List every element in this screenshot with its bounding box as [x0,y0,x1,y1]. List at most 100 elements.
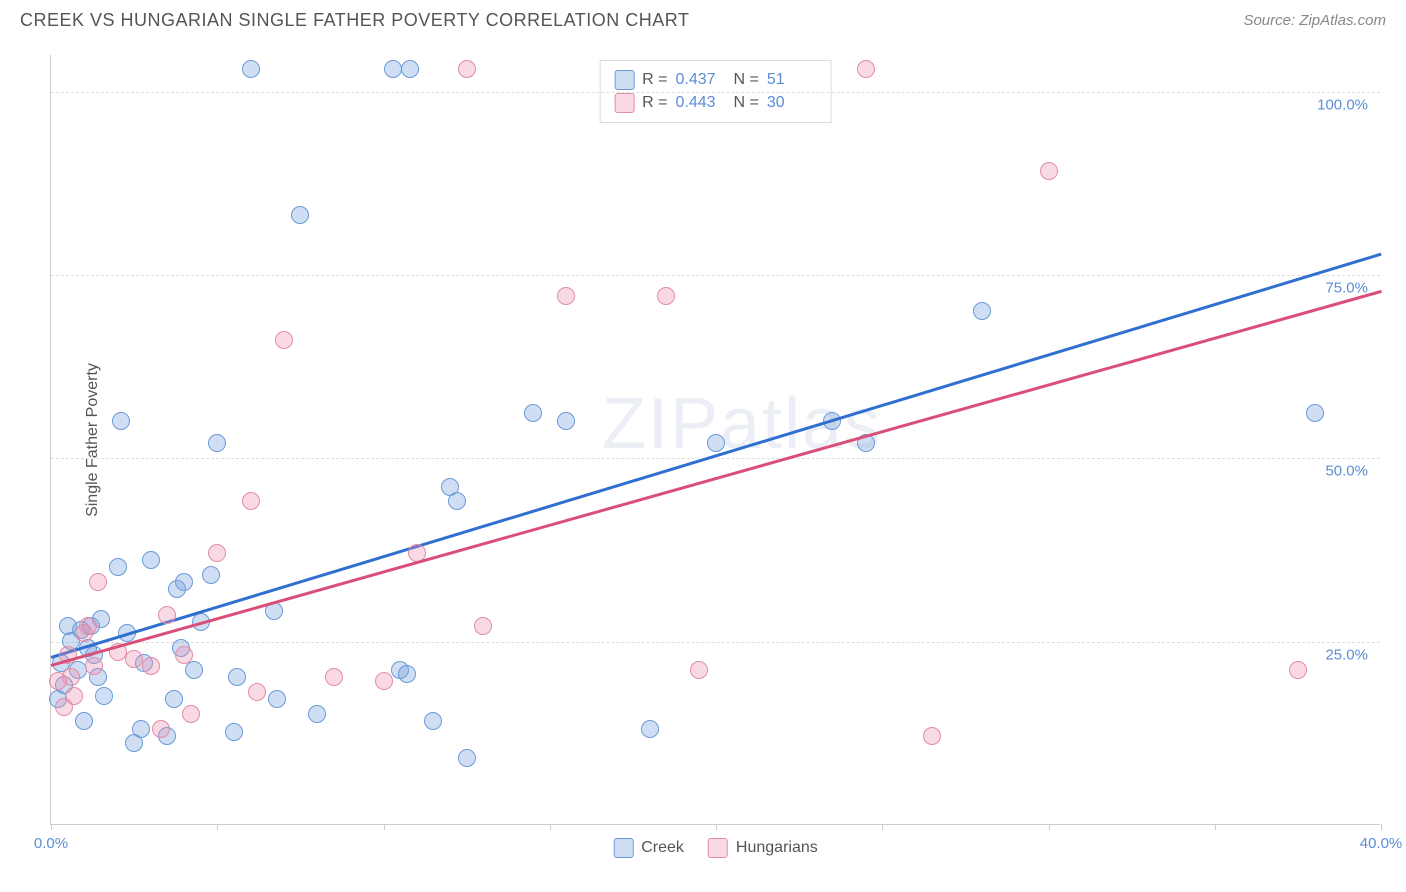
data-point [132,720,150,738]
data-point [202,566,220,584]
gridline [51,642,1380,643]
data-point [152,720,170,738]
data-point [308,705,326,723]
legend-item-hungarians: Hungarians [708,838,818,858]
data-point [375,672,393,690]
legend-label-creek: Creek [641,839,684,857]
data-point [225,723,243,741]
data-point [275,331,293,349]
x-tick [1215,824,1216,830]
y-axis-label: Single Father Poverty [84,363,102,517]
series-legend: Creek Hungarians [613,838,818,858]
scatter-chart: Single Father Poverty ZIPatlas R = 0.437… [50,55,1380,825]
x-tick [882,824,883,830]
data-point [208,544,226,562]
data-point [142,551,160,569]
legend-label-hungarians: Hungarians [736,839,818,857]
r-value-hungarians: 0.443 [676,94,726,112]
data-point [125,650,143,668]
data-point [268,690,286,708]
data-point [657,287,675,305]
data-point [109,558,127,576]
data-point [1040,162,1058,180]
chart-header: CREEK VS HUNGARIAN SINGLE FATHER POVERTY… [0,0,1406,36]
y-tick-label: 100.0% [1317,96,1368,113]
data-point [557,287,575,305]
data-point [384,60,402,78]
data-point [112,412,130,430]
y-tick-label: 75.0% [1325,280,1368,297]
data-point [325,668,343,686]
data-point [95,687,113,705]
x-tick [1049,824,1050,830]
data-point [185,661,203,679]
data-point [973,302,991,320]
gridline [51,275,1380,276]
data-point [448,492,466,510]
data-point [182,705,200,723]
data-point [707,434,725,452]
data-point [424,712,442,730]
data-point [65,687,83,705]
r-label: R = [642,94,667,112]
x-tick [550,824,551,830]
data-point [557,412,575,430]
y-tick-label: 50.0% [1325,463,1368,480]
legend-row-hungarians: R = 0.443 N = 30 [614,93,817,113]
legend-row-creek: R = 0.437 N = 51 [614,70,817,90]
data-point [641,720,659,738]
data-point [158,606,176,624]
data-point [75,712,93,730]
data-point [458,60,476,78]
chart-title: CREEK VS HUNGARIAN SINGLE FATHER POVERTY… [20,10,689,31]
r-label: R = [642,71,667,89]
n-label: N = [734,94,759,112]
data-point [85,657,103,675]
legend-swatch-creek [613,838,633,858]
x-tick-label: 0.0% [34,835,68,852]
data-point [79,617,97,635]
data-point [474,617,492,635]
gridline [51,458,1380,459]
y-tick-label: 25.0% [1325,646,1368,663]
data-point [242,60,260,78]
x-tick [217,824,218,830]
data-point [398,665,416,683]
data-point [62,668,80,686]
r-value-creek: 0.437 [676,71,726,89]
data-point [690,661,708,679]
data-point [242,492,260,510]
trend-line [51,253,1382,659]
x-tick-label: 40.0% [1360,835,1403,852]
n-value-hungarians: 30 [767,94,817,112]
data-point [857,60,875,78]
data-point [142,657,160,675]
data-point [248,683,266,701]
trend-line [51,290,1382,666]
n-label: N = [734,71,759,89]
data-point [458,749,476,767]
data-point [1306,404,1324,422]
legend-swatch-creek [614,70,634,90]
data-point [165,690,183,708]
legend-swatch-hungarians [614,93,634,113]
x-tick [716,824,717,830]
x-tick [51,824,52,830]
data-point [175,646,193,664]
data-point [175,573,193,591]
data-point [228,668,246,686]
n-value-creek: 51 [767,71,817,89]
data-point [89,573,107,591]
x-tick [1381,824,1382,830]
data-point [208,434,226,452]
data-point [1289,661,1307,679]
data-point [401,60,419,78]
data-point [524,404,542,422]
gridline [51,92,1380,93]
x-tick [384,824,385,830]
data-point [923,727,941,745]
legend-swatch-hungarians [708,838,728,858]
chart-source: Source: ZipAtlas.com [1243,12,1386,29]
data-point [291,206,309,224]
legend-item-creek: Creek [613,838,684,858]
